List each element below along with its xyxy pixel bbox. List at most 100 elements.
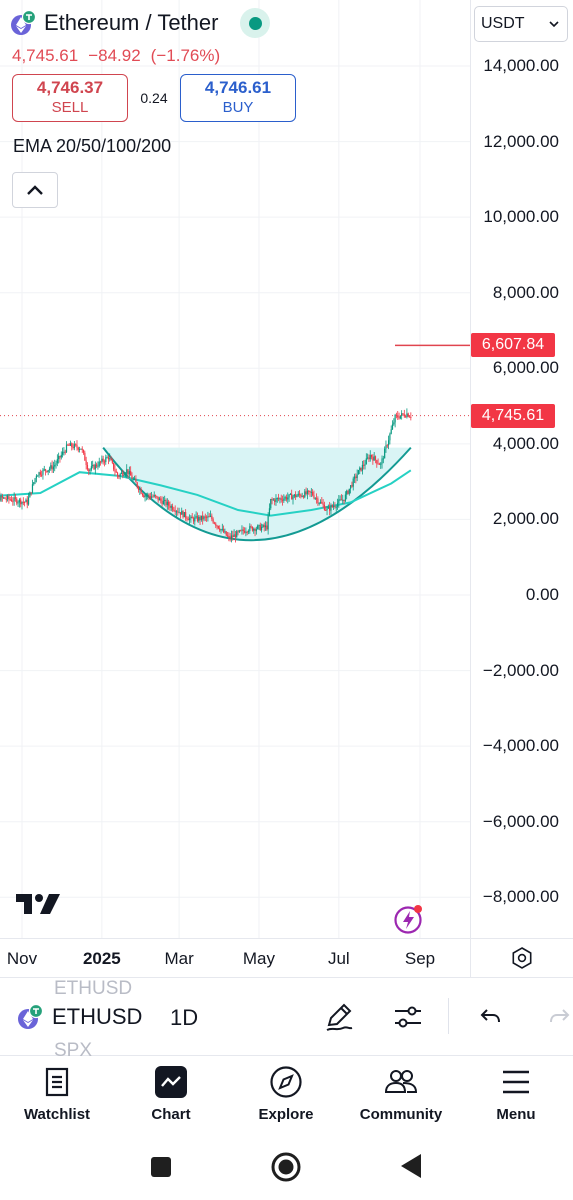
time-tick-label: Jul <box>327 949 350 968</box>
symbol-header[interactable]: Ethereum / Tether <box>10 8 271 38</box>
price-tick-label: 12,000.00 <box>483 131 559 151</box>
candle-body <box>308 490 310 492</box>
candle-body <box>207 516 209 518</box>
candle-body <box>42 469 44 475</box>
candle-body <box>68 444 70 446</box>
candle-body <box>133 478 136 480</box>
candle-body <box>288 494 290 498</box>
ethereum-tether-icon <box>10 9 37 36</box>
candle-body <box>43 469 45 471</box>
candle-body <box>26 499 28 505</box>
candle-body <box>319 501 322 503</box>
candle-body <box>385 445 387 449</box>
currency-value: USDT <box>481 15 525 32</box>
candle-body <box>114 469 116 472</box>
nav-watchlist[interactable]: Watchlist <box>2 1064 112 1123</box>
candle-body <box>301 496 303 498</box>
candle-body <box>165 499 167 506</box>
price-tick-label: 10,000.00 <box>483 207 559 227</box>
undo-button[interactable] <box>474 1000 508 1034</box>
candle-body <box>283 498 285 501</box>
symbol-title[interactable]: Ethereum / Tether <box>44 10 219 35</box>
chart-settings-button[interactable] <box>470 939 573 977</box>
sell-label: SELL <box>51 99 89 117</box>
candle-body <box>13 497 15 502</box>
candle-body <box>96 464 98 467</box>
candle-body <box>314 498 316 500</box>
candle-body <box>338 499 340 504</box>
undo-icon <box>480 1009 500 1023</box>
candles <box>0 408 412 543</box>
candle-body <box>287 497 289 500</box>
candle-body <box>225 531 227 536</box>
sell-button[interactable]: 4,746.37 SELL <box>12 74 128 122</box>
candle-body <box>208 516 210 518</box>
indicator-legend[interactable]: EMA 20/50/100/200 <box>13 136 172 156</box>
redo-button[interactable] <box>545 1000 573 1034</box>
candle-body <box>215 523 217 526</box>
candle-body <box>88 469 90 472</box>
sliders-icon <box>395 1006 421 1028</box>
candle-body <box>105 457 107 463</box>
candle-body <box>34 478 36 483</box>
currency-select[interactable]: USDT <box>474 6 568 42</box>
candle-body <box>63 451 65 453</box>
collapse-legend-button[interactable] <box>12 172 58 208</box>
candle-body <box>346 490 348 495</box>
candle-body <box>279 498 281 500</box>
symbol-scroll-prev[interactable]: ETHUSD <box>54 978 133 999</box>
candle-body <box>25 499 27 503</box>
candle-body <box>44 469 47 471</box>
candle-body <box>76 444 78 448</box>
candle-body <box>315 498 318 500</box>
back-button[interactable] <box>399 1153 423 1184</box>
flash-icon[interactable] <box>393 903 425 935</box>
candle-body <box>156 496 158 498</box>
price-axis[interactable]: 14,000.00 12,000.00 10,000.00 8,000.00 6,000… <box>470 0 573 938</box>
buy-button[interactable]: 4,746.61 BUY <box>180 74 296 122</box>
last-price: 4,745.61 <box>12 46 79 65</box>
candle-body <box>250 526 252 528</box>
symbol-switcher[interactable]: ETHUSD <box>16 1004 142 1030</box>
candle-body <box>306 490 309 495</box>
candle-body <box>99 461 102 463</box>
candle-body <box>196 516 199 521</box>
price-tick-label: −6,000.00 <box>482 811 559 831</box>
candle-body <box>406 413 408 417</box>
candle-body <box>402 413 404 415</box>
candle-body <box>132 478 134 480</box>
price-chart[interactable] <box>0 0 470 938</box>
candle-body <box>69 443 72 446</box>
nav-community[interactable]: Community <box>346 1064 456 1123</box>
candle-body <box>109 458 111 460</box>
symbol-scroll-next[interactable]: SPX <box>54 1040 93 1056</box>
nav-explore[interactable]: Explore <box>231 1064 341 1123</box>
candle-body <box>183 512 185 518</box>
candle-body <box>219 528 221 531</box>
home-button[interactable] <box>270 1151 302 1188</box>
interval-selector[interactable]: 1D <box>170 1005 199 1030</box>
candle-body <box>394 414 396 423</box>
candle-body <box>157 496 159 501</box>
chart-icon <box>153 1064 189 1100</box>
recent-apps-button[interactable] <box>150 1156 172 1183</box>
candle-body <box>340 499 343 501</box>
candle-body <box>260 527 263 531</box>
candle-body <box>187 519 189 521</box>
indicators-button[interactable] <box>391 1000 425 1034</box>
candle-body <box>102 458 104 462</box>
candle-body <box>80 448 82 450</box>
nav-menu[interactable]: Menu <box>461 1064 571 1123</box>
candle-body <box>1 495 3 498</box>
candle-body <box>280 498 282 500</box>
candle-body <box>226 535 229 537</box>
nav-chart[interactable]: Chart <box>116 1064 226 1123</box>
candle-body <box>9 499 11 501</box>
drawing-tools-button[interactable] <box>322 1000 356 1034</box>
chart-area[interactable]: Ethereum / Tether 4,745.61 −84.92 (−1.76… <box>0 0 470 938</box>
candle-body <box>304 491 306 498</box>
time-axis[interactable]: Nov 2025 Mar May Jul Sep <box>0 938 573 978</box>
candle-body <box>188 518 191 521</box>
candle-body <box>247 531 250 533</box>
candle-body <box>94 464 96 470</box>
